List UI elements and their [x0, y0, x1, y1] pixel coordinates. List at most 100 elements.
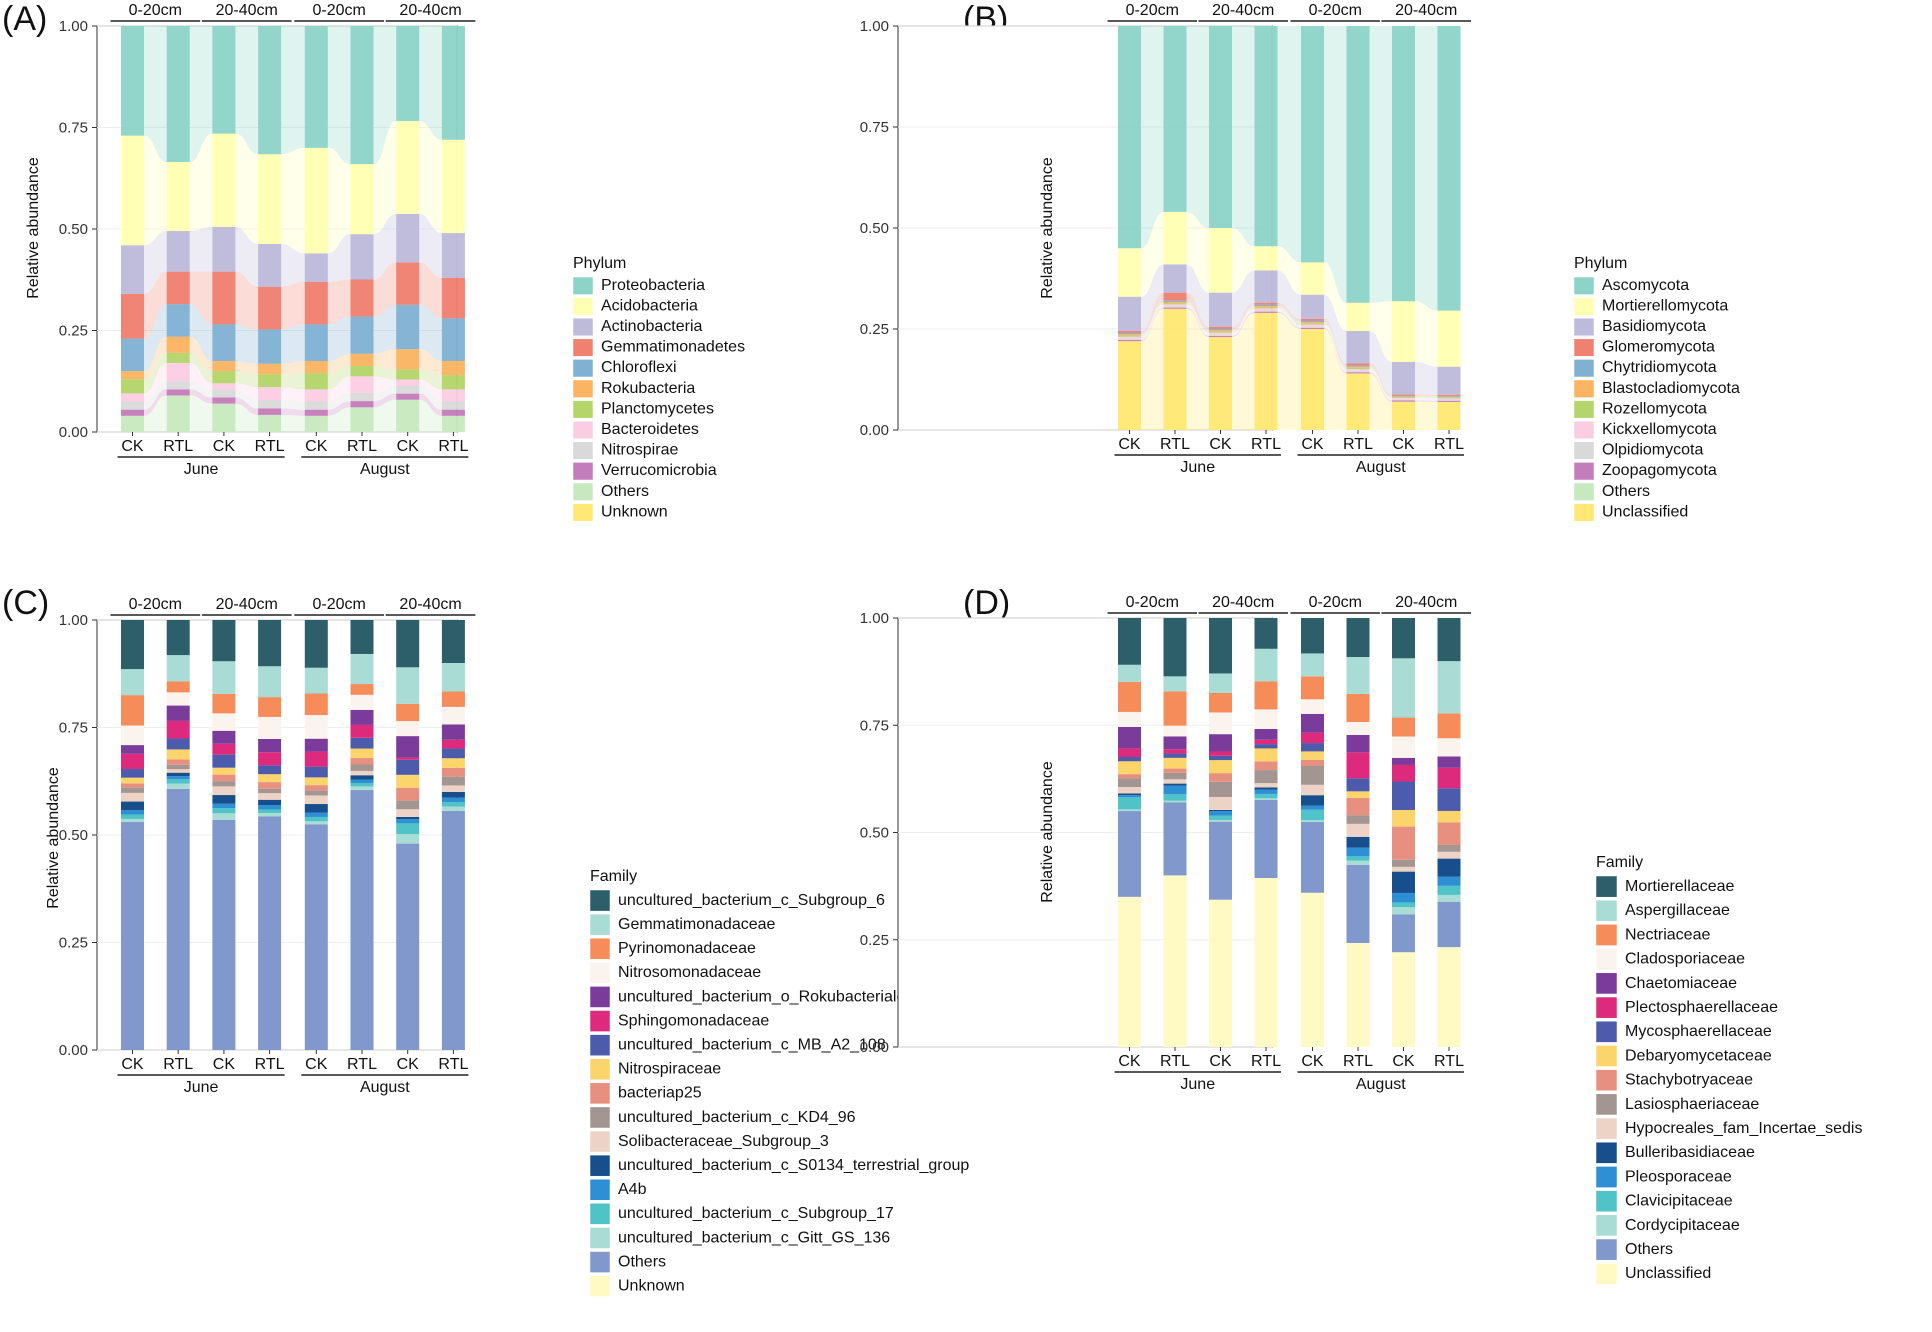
- bar-segment: [1209, 781, 1232, 797]
- bar-segment: [396, 620, 420, 668]
- bar-segment: [441, 776, 465, 786]
- bar-segment: [1254, 304, 1278, 306]
- legend-label: Kickxellomycota: [1602, 421, 1717, 438]
- bar-segment: [212, 781, 236, 787]
- bar-segment: [1346, 856, 1370, 861]
- bar-segment: [1254, 748, 1278, 762]
- bar-segment: [1392, 736, 1415, 758]
- legend-label: Others: [1602, 483, 1650, 500]
- legend-label: Plectosphaerellaceae: [1625, 999, 1778, 1016]
- bar-segment: [212, 397, 236, 404]
- bar-segment: [350, 164, 374, 235]
- legend-swatch: [572, 317, 594, 337]
- bar-segment: [1163, 292, 1187, 301]
- legend-swatch: [1573, 441, 1595, 460]
- bar-segment: [212, 767, 236, 775]
- bar-segment: [1209, 673, 1232, 693]
- month-label: June: [184, 461, 219, 478]
- series-Zoopagomycota: [1118, 307, 1461, 402]
- bar-segment: [1437, 767, 1461, 789]
- bar-segment: [1163, 772, 1187, 780]
- series-Unclassified: [1118, 875, 1461, 1047]
- bar-segment: [304, 824, 328, 1050]
- bar-segment: [1209, 899, 1232, 1047]
- bar-segment: [258, 799, 282, 806]
- bar-segment: [441, 415, 465, 432]
- bar-segment: [1118, 296, 1141, 332]
- series-Others: [121, 395, 465, 432]
- legend-label: Zoopagomycota: [1602, 462, 1717, 479]
- bar-segment: [441, 785, 465, 792]
- bar-segment: [1209, 26, 1232, 228]
- bar-segment: [166, 776, 190, 780]
- x-tick-label: RTL: [163, 1056, 193, 1073]
- x-tick-label: RTL: [1434, 1053, 1464, 1070]
- bar-segment: [1118, 248, 1141, 297]
- bar-segment: [1437, 399, 1461, 401]
- series-uncultured_bacterium_c_KD4_96: [121, 764, 465, 810]
- bar-segment: [212, 795, 236, 804]
- bar-segment: [1392, 914, 1415, 953]
- bar-segment: [166, 769, 190, 773]
- bar-segment: [258, 805, 282, 810]
- bar-segment: [1254, 305, 1278, 308]
- bar-segment: [1118, 756, 1141, 762]
- bar-segment: [258, 408, 282, 415]
- series-Pyrinomonadaceae: [121, 681, 465, 726]
- bar-segment: [1392, 717, 1415, 737]
- depth-label: 0-20cm: [1126, 594, 1179, 611]
- bar-segment: [350, 709, 374, 725]
- bar-segment: [1163, 753, 1187, 758]
- bar-segment: [212, 271, 236, 325]
- legend-swatch: [589, 937, 611, 960]
- bar-segment: [1346, 797, 1370, 816]
- bar-segment: [350, 758, 374, 765]
- bar-segment: [258, 793, 282, 800]
- legend-swatch: [1595, 1069, 1618, 1092]
- bar-segment: [350, 234, 374, 280]
- bar-segment: [1437, 398, 1461, 400]
- bar-segment: [441, 318, 465, 361]
- legend-swatch: [572, 441, 594, 460]
- bar-segment: [1209, 819, 1232, 822]
- bar-segment: [350, 376, 374, 393]
- series-Aspergillaceae: [1118, 648, 1461, 718]
- bar-segment: [121, 293, 144, 339]
- bar-segment: [1163, 736, 1187, 750]
- bar-segment: [396, 304, 420, 350]
- legend-label: Cordycipitaceae: [1625, 1217, 1740, 1234]
- legend-title: Phylum: [1574, 255, 1627, 272]
- bar-segment: [1118, 809, 1141, 812]
- bar-segment: [441, 663, 465, 692]
- legend-title: Phylum: [573, 255, 626, 272]
- depth-label: 0-20cm: [1309, 594, 1362, 611]
- series-Sphingomonadaceae: [121, 720, 465, 769]
- legend: Family uncultured_bacterium_c_Subgroup_6 G…: [589, 868, 969, 1297]
- legend: Family Mortierellaceae Aspergillaceae Nectr…: [1595, 854, 1862, 1285]
- bar-segment: [1301, 653, 1324, 677]
- legend-swatch: [1595, 1117, 1618, 1140]
- bar-segment: [350, 748, 374, 759]
- bar-segment: [212, 786, 236, 796]
- legend-swatch: [1595, 1020, 1618, 1043]
- flow-band: [121, 262, 465, 339]
- legend-label: Planctomycetes: [601, 400, 714, 417]
- bar-segment: [350, 789, 374, 1050]
- bar-segment: [1118, 681, 1141, 712]
- y-tick-label: 0.25: [59, 323, 88, 340]
- series-Solibacteraceae_Subgroup_3: [121, 769, 465, 817]
- bar-segment: [1392, 658, 1415, 718]
- bar-segment: [1437, 947, 1461, 1047]
- bar-segment: [350, 279, 374, 317]
- bar-segment: [258, 809, 282, 813]
- bar-segment: [1346, 371, 1370, 373]
- x-tick-label: CK: [1392, 436, 1415, 453]
- bar-segment: [441, 139, 465, 234]
- depth-label: 20-40cm: [216, 596, 278, 613]
- bar-segment: [1392, 397, 1415, 399]
- bar-segment: [1163, 785, 1187, 795]
- flow-band: [121, 389, 465, 416]
- x-tick-label: RTL: [1251, 1053, 1281, 1070]
- series-uncultured_bacterium_c_Gitt_GS_136: [121, 783, 465, 844]
